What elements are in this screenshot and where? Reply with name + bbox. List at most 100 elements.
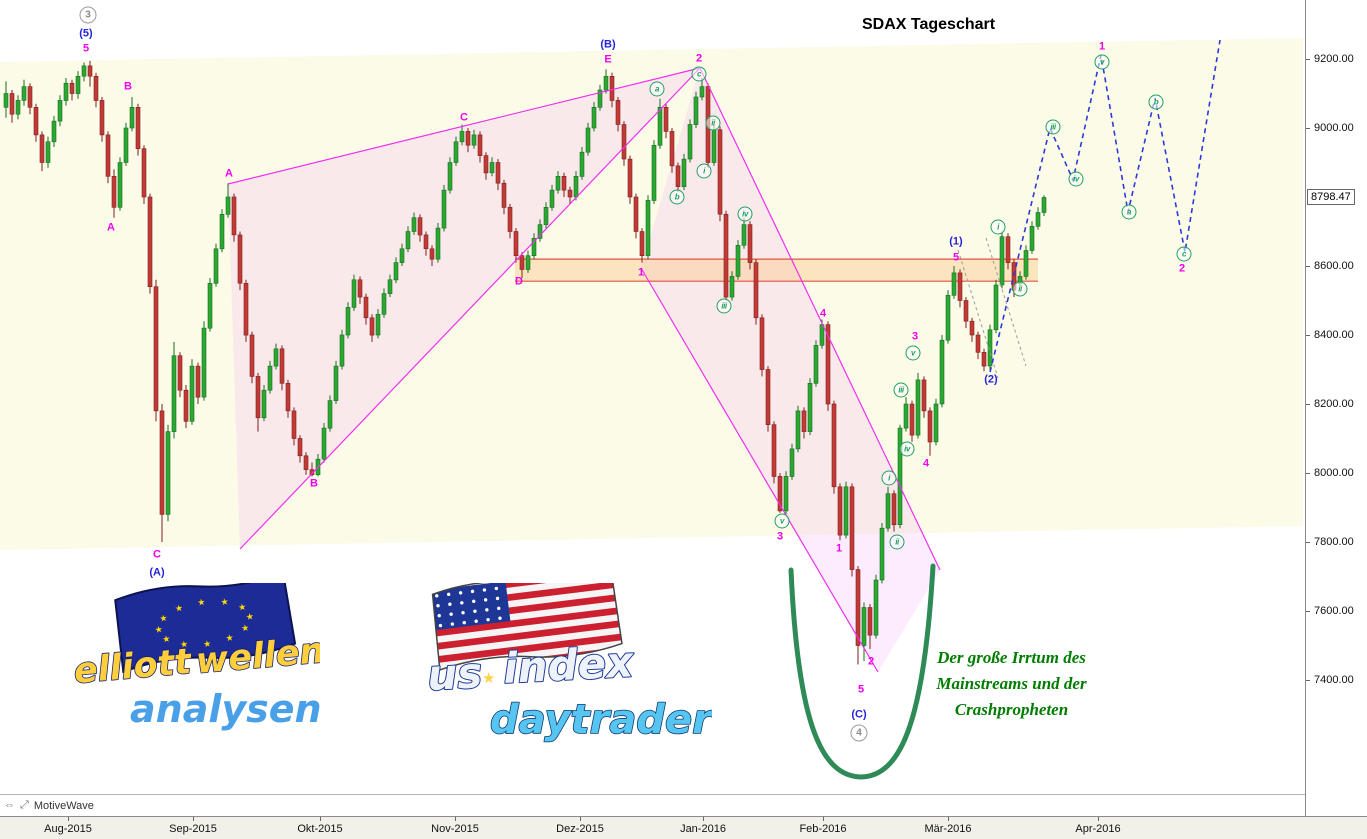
wave-label: a	[1121, 204, 1137, 220]
wave-label: b	[1148, 94, 1164, 110]
candle	[717, 126, 723, 222]
candle	[771, 421, 777, 484]
wave-label: c	[1176, 246, 1192, 262]
price-axis-label: 7800.00	[1314, 536, 1354, 548]
axis-tick	[193, 817, 194, 821]
candle	[429, 245, 435, 266]
wave-label: v	[1094, 54, 1110, 70]
candle	[417, 214, 423, 242]
candle	[963, 297, 969, 329]
wave-label: 3	[911, 330, 919, 343]
candle	[135, 103, 141, 156]
candle	[645, 195, 651, 260]
candle	[897, 424, 903, 529]
candle	[837, 483, 843, 541]
wave-label: ii	[1012, 281, 1028, 297]
candle	[33, 103, 39, 142]
wave-label: E	[604, 53, 612, 66]
magenta-trendline[interactable]	[239, 67, 701, 550]
time-axis-label: Nov-2015	[431, 823, 479, 835]
wave-label: ii	[889, 534, 905, 550]
wave-label: (C)	[851, 708, 867, 721]
candle	[399, 243, 405, 266]
pan-icon[interactable]: ⇔	[4, 799, 15, 811]
candle	[927, 407, 933, 456]
candle	[561, 172, 567, 197]
candle	[699, 78, 705, 101]
candle	[909, 400, 915, 442]
wave-label: 5	[82, 42, 90, 55]
gray-trendline[interactable]	[957, 249, 999, 379]
price-axis-label: 8200.00	[1314, 398, 1354, 410]
magenta-trendline[interactable]	[640, 267, 879, 673]
resize-icon[interactable]: ⤢	[20, 799, 29, 811]
candle	[339, 329, 345, 370]
candle	[255, 372, 261, 432]
candle	[879, 523, 885, 584]
elliott-wellen-analysen-logo: ★ ★ ★★★★★★★★★★ elliott wellen analysen	[71, 583, 320, 732]
price-axis-label: 9200.00	[1314, 53, 1354, 65]
parabola-curve[interactable]	[788, 563, 936, 780]
axis-tick	[1306, 266, 1310, 267]
candle	[21, 79, 27, 106]
candle	[999, 231, 1005, 289]
candle	[627, 155, 633, 204]
candle	[411, 212, 417, 235]
candle	[381, 288, 387, 318]
wave-label: B	[124, 80, 132, 93]
candle	[111, 169, 117, 218]
candle	[285, 379, 291, 418]
price-axis[interactable]: 8798.47 9200.00 9000.00 8600.00 8400.00 8200…	[1305, 0, 1367, 816]
wave-label: 1	[1098, 40, 1106, 53]
axis-tick	[320, 817, 321, 821]
logo-text-index: index	[502, 637, 636, 693]
candle	[993, 279, 999, 334]
us-stars-icon	[435, 586, 502, 628]
candle	[273, 343, 279, 370]
time-axis-label: Dez-2015	[556, 823, 604, 835]
wave-label: 1	[637, 266, 645, 279]
candle	[501, 179, 507, 215]
wave-label: 3	[776, 530, 784, 543]
magenta-trendline[interactable]	[699, 67, 941, 571]
wave-label: 2	[1178, 262, 1186, 275]
axis-tick	[1306, 335, 1310, 336]
wave-label: 4	[922, 457, 930, 470]
magenta-trendline[interactable]	[227, 67, 701, 185]
candle	[105, 131, 111, 184]
candle	[357, 276, 363, 304]
time-axis[interactable]: Aug-2015 Sep-2015 Okt-2015 Nov-2015 Dez-2015…	[0, 816, 1367, 839]
candle	[87, 60, 93, 87]
wave-label: D	[515, 275, 523, 288]
svg-text:★: ★	[220, 596, 229, 607]
axis-tick	[1306, 473, 1310, 474]
candle	[483, 152, 489, 180]
candle	[183, 385, 189, 429]
wave-label: 2	[695, 52, 703, 65]
candle	[321, 423, 327, 463]
candle	[849, 483, 855, 577]
price-axis-label: 7400.00	[1314, 674, 1354, 686]
candle	[783, 471, 789, 515]
wave-label: iii	[893, 382, 909, 398]
candle	[459, 124, 465, 146]
candle	[231, 193, 237, 242]
svg-text:★: ★	[240, 622, 249, 633]
candle	[765, 366, 771, 432]
candle	[471, 129, 477, 149]
candle	[171, 341, 177, 439]
axis-tick	[1306, 59, 1310, 60]
annotation-text[interactable]: Der große Irrtum des Mainstreams und der…	[914, 645, 1109, 723]
axis-tick	[580, 817, 581, 821]
candle	[369, 314, 375, 342]
time-axis-label: Sep-2015	[169, 823, 217, 835]
candle	[75, 71, 81, 99]
gray-trendline[interactable]	[985, 237, 1027, 367]
candle	[453, 136, 459, 166]
candle	[525, 250, 531, 273]
projection-line[interactable]	[989, 39, 1221, 373]
time-axis-label: Apr-2016	[1075, 823, 1121, 835]
candle	[15, 95, 21, 120]
annotation-line: Crashpropheten	[954, 700, 1069, 719]
